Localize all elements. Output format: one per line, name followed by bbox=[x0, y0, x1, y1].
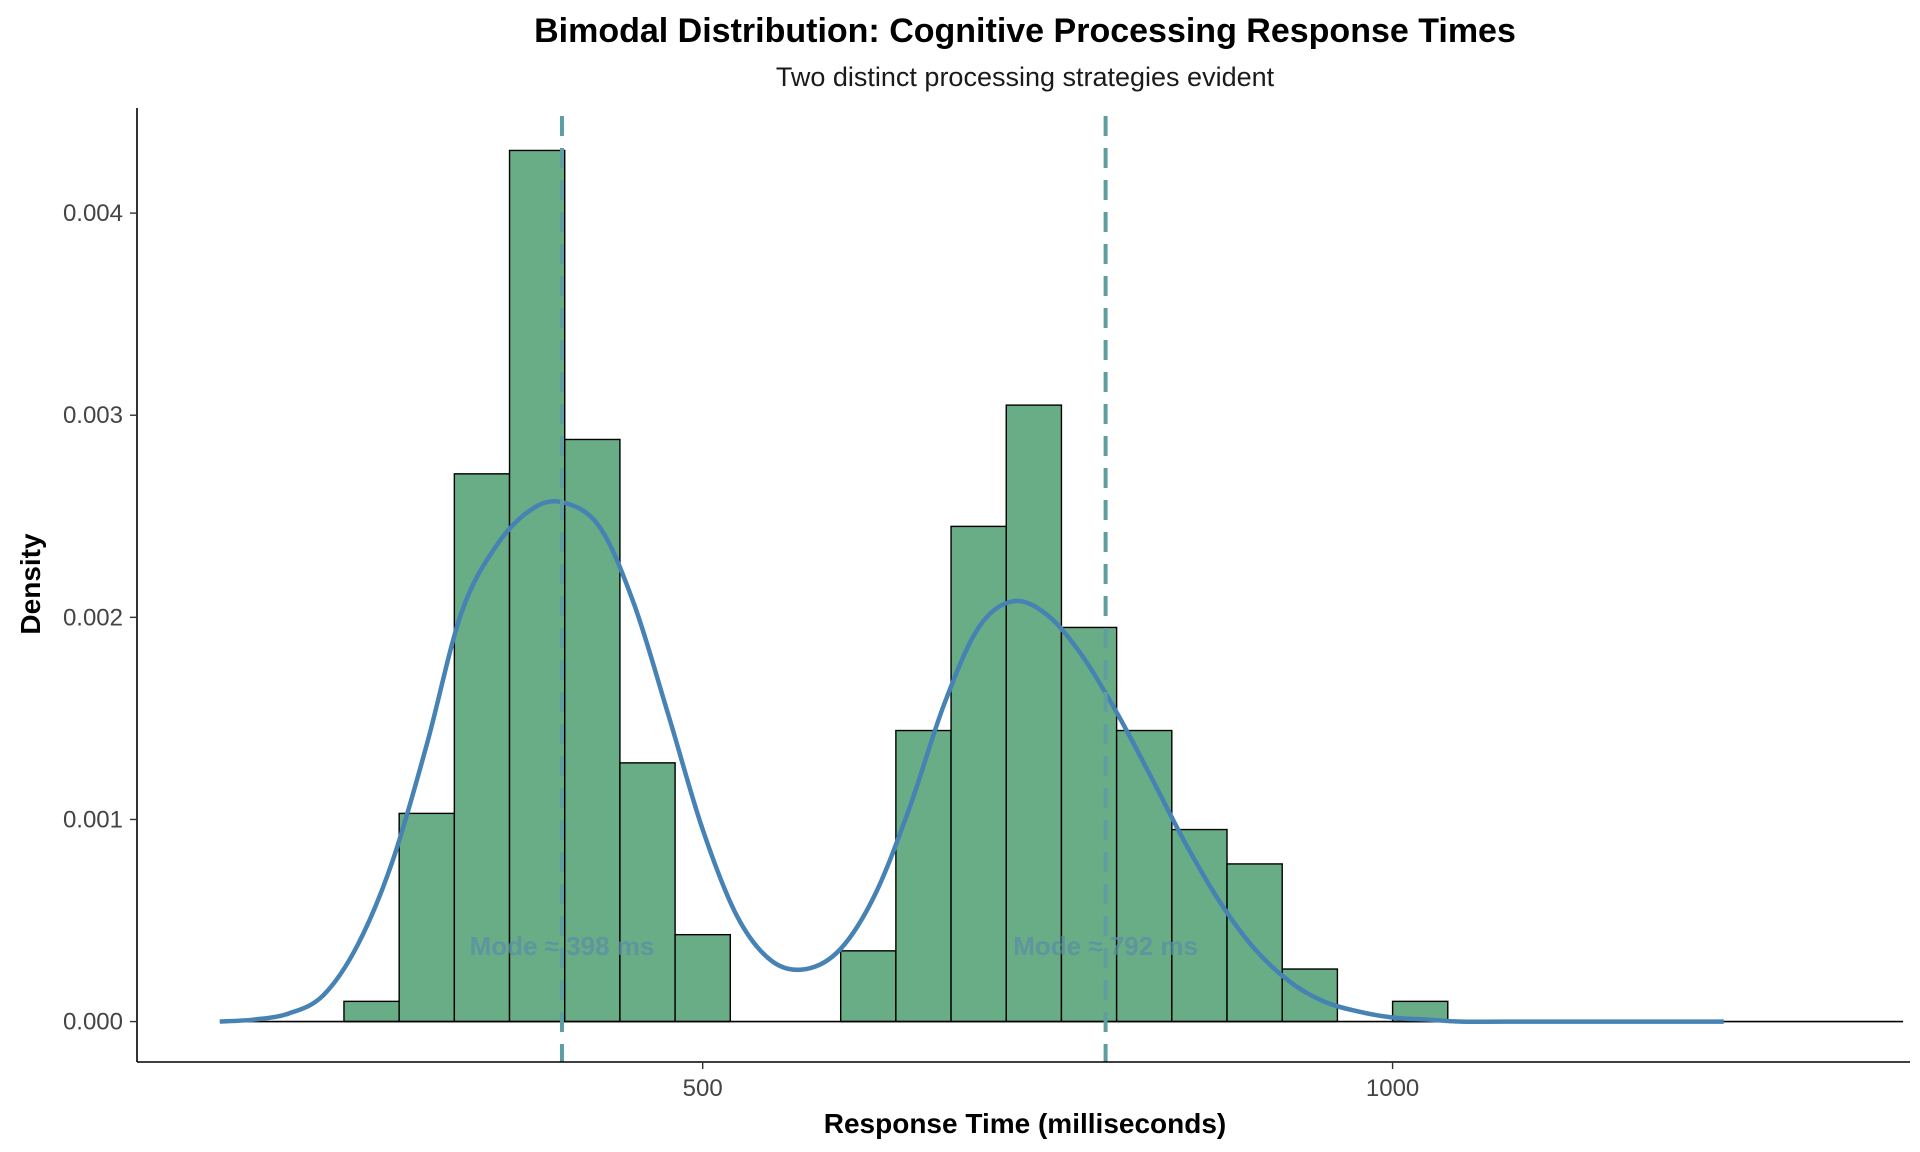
y-tick-label: 0.002 bbox=[63, 604, 123, 631]
histogram-bar bbox=[564, 438, 621, 1023]
histogram-bar bbox=[1005, 404, 1063, 1023]
histogram-bar bbox=[619, 762, 676, 1023]
histogram-bar bbox=[343, 1000, 400, 1023]
y-tick-label: 0.004 bbox=[63, 200, 123, 227]
histogram-bar bbox=[398, 812, 456, 1023]
plot-area: Mode ≈ 398 ms Mode ≈ 792 ms 0.000 0.001 0.00… bbox=[63, 108, 1910, 1102]
x-tick-label: 1000 bbox=[1366, 1075, 1419, 1102]
chart-subtitle: Two distinct processing strategies evide… bbox=[776, 62, 1275, 92]
histogram-bar bbox=[508, 149, 566, 1023]
histogram-bar bbox=[1060, 626, 1118, 1023]
histogram-bar bbox=[950, 525, 1007, 1023]
histogram-bar bbox=[674, 933, 731, 1023]
density-curve bbox=[219, 498, 1724, 1024]
histogram-bar bbox=[1115, 729, 1173, 1023]
histogram-bars bbox=[343, 149, 1449, 1023]
chart-title: Bimodal Distribution: Cognitive Processi… bbox=[534, 12, 1516, 50]
y-tick-label: 0.000 bbox=[63, 1009, 123, 1036]
y-axis-title: Density bbox=[15, 533, 46, 635]
histogram-bar bbox=[895, 729, 952, 1023]
histogram-bar bbox=[1226, 863, 1283, 1023]
x-tick-label: 500 bbox=[683, 1075, 723, 1102]
y-tick-label: 0.001 bbox=[63, 806, 123, 833]
mode-label: Mode ≈ 792 ms bbox=[1013, 931, 1198, 961]
mode-label: Mode ≈ 398 ms bbox=[470, 931, 655, 961]
histogram-bar bbox=[1171, 828, 1228, 1023]
histogram-bar bbox=[839, 950, 897, 1023]
x-axis-title: Response Time (milliseconds) bbox=[824, 1108, 1227, 1139]
y-tick-label: 0.003 bbox=[63, 402, 123, 429]
